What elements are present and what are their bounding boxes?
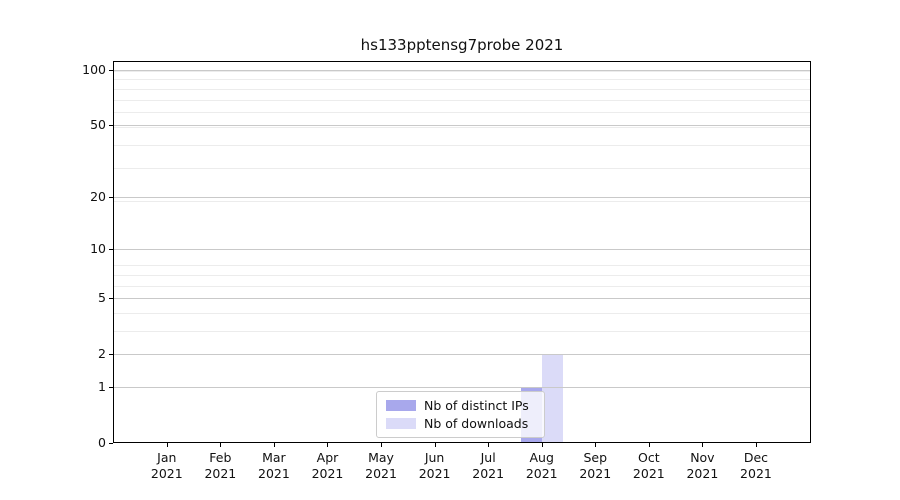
x-tick-mark [488, 443, 490, 447]
x-tick-mark [273, 443, 275, 447]
y-tick-label: 100 [82, 62, 106, 78]
x-tick-mark [166, 443, 168, 447]
legend-label-distinct-ips: Nb of distinct IPs [424, 397, 529, 413]
y-tick-mark [109, 249, 113, 251]
gridline-minor [114, 79, 810, 81]
gridline-minor [114, 144, 810, 146]
y-tick-label: 20 [90, 188, 106, 204]
gridline-minor [114, 88, 810, 90]
legend-label-downloads: Nb of downloads [424, 416, 529, 432]
x-tick-label-sep: Sep 2021 [579, 450, 612, 481]
x-tick-label-may: May 2021 [365, 450, 397, 481]
x-tick-label-jan: Jan 2021 [150, 450, 183, 481]
chart-title: hs133pptensg7probe 2021 [360, 36, 564, 54]
y-tick-mark [109, 196, 113, 198]
x-tick-mark [755, 443, 757, 447]
x-tick-label-nov: Nov 2021 [686, 450, 719, 481]
y-tick-mark [109, 386, 113, 388]
y-tick-mark [109, 125, 113, 127]
x-tick-label-aug: Aug 2021 [525, 450, 558, 481]
y-tick-mark [109, 298, 113, 300]
x-tick-label-jun: Jun 2021 [418, 450, 451, 481]
x-tick-label-oct: Oct 2021 [632, 450, 665, 481]
gridline-minor [114, 99, 810, 101]
x-tick-mark [595, 443, 597, 447]
gridline-minor [114, 70, 810, 72]
y-tick-label: 0 [98, 435, 106, 450]
y-tick-label: 5 [98, 290, 106, 306]
y-tick-label: 10 [90, 241, 106, 257]
gridline-minor [114, 112, 810, 114]
y-tick-mark [109, 443, 113, 444]
y-tick-label: 50 [90, 117, 106, 133]
legend-swatch-distinct-ips [386, 399, 416, 411]
gridline-minor [114, 312, 810, 314]
gridline-major-5 [114, 298, 810, 300]
gridline-major-100 [114, 70, 810, 72]
y-tick-label: 2 [98, 346, 106, 362]
y-tick-label: 1 [98, 378, 106, 394]
legend-item-distinct-ips: Nb of distinct IPs [386, 396, 535, 415]
legend-swatch-downloads [386, 418, 416, 430]
x-tick-mark [541, 443, 543, 447]
bar-downloads-aug [541, 354, 563, 443]
x-tick-mark [702, 443, 704, 447]
gridline-major-2 [114, 354, 810, 356]
gridline-minor [114, 285, 810, 287]
gridline-minor [114, 168, 810, 170]
gridline-major-20 [114, 196, 810, 198]
gridline-minor [114, 265, 810, 267]
x-tick-label-feb: Feb 2021 [204, 450, 237, 481]
gridline-minor [114, 126, 810, 128]
x-tick-mark [434, 443, 436, 447]
x-tick-mark [220, 443, 222, 447]
x-tick-mark [381, 443, 383, 447]
gridline-major-1 [114, 386, 810, 388]
legend-item-downloads: Nb of downloads [386, 415, 535, 434]
x-tick-label-mar: Mar 2021 [258, 450, 290, 481]
x-tick-mark [327, 443, 329, 447]
gridline-minor [114, 274, 810, 276]
y-tick-mark [109, 354, 113, 356]
x-tick-label-jul: Jul 2021 [472, 450, 505, 481]
gridline-minor [114, 200, 810, 202]
legend: Nb of distinct IPs Nb of downloads [376, 391, 545, 438]
x-tick-mark [648, 443, 650, 447]
x-tick-label-apr: Apr 2021 [311, 450, 344, 481]
y-tick-mark [109, 70, 113, 72]
x-tick-label-dec: Dec 2021 [740, 450, 772, 481]
gridline-major-10 [114, 249, 810, 251]
gridline-major-50 [114, 125, 810, 127]
gridline-minor [114, 330, 810, 332]
